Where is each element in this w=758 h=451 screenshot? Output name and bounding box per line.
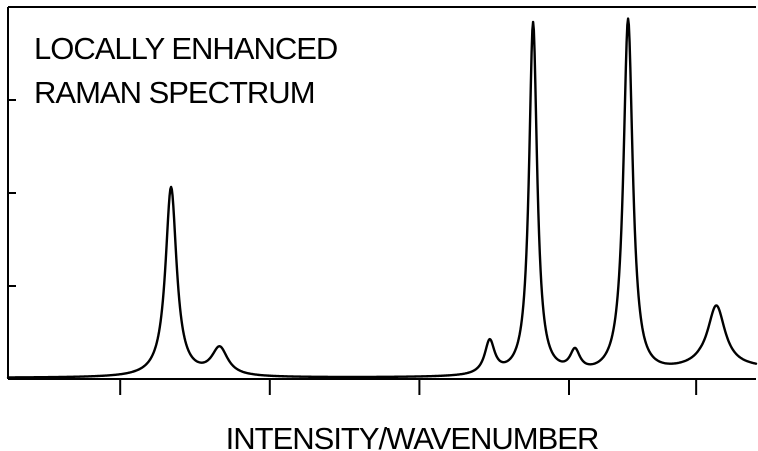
y-ticks [8,99,16,287]
raman-spectrum-line [6,17,758,379]
chart-title-line-2: RAMAN SPECTRUM [34,75,315,110]
x-axis-label: INTENSITY/WAVENUMBER [226,421,599,451]
x-ticks [119,379,698,395]
chart-title-line-1: LOCALLY ENHANCED [34,31,337,66]
